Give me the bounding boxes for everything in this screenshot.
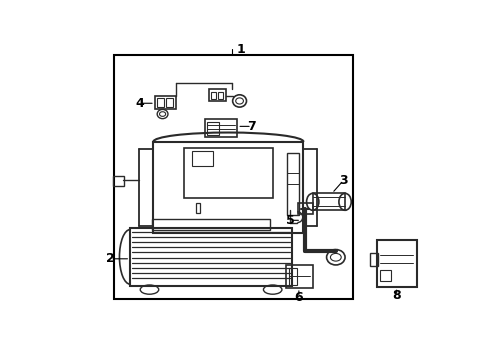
Bar	[370, 253, 378, 266]
Text: 4: 4	[135, 97, 144, 110]
Bar	[184, 148, 273, 198]
Bar	[113, 176, 124, 186]
Bar	[196, 203, 199, 213]
Bar	[209, 89, 226, 101]
Bar	[287, 153, 299, 215]
Bar	[377, 239, 416, 287]
Bar	[380, 270, 392, 281]
Bar	[153, 142, 303, 233]
Bar	[152, 219, 270, 230]
Text: 5: 5	[286, 214, 295, 227]
Bar	[207, 122, 219, 135]
Bar	[286, 265, 313, 288]
Bar	[205, 119, 237, 137]
Text: 8: 8	[392, 289, 401, 302]
Bar	[192, 151, 214, 166]
Bar	[298, 203, 314, 214]
Bar	[289, 268, 296, 285]
Bar	[130, 228, 292, 286]
Bar	[313, 193, 345, 210]
Text: 3: 3	[339, 174, 348, 187]
Bar	[211, 92, 217, 99]
Bar	[218, 92, 223, 99]
Bar	[166, 98, 172, 107]
Text: 7: 7	[247, 120, 256, 133]
Bar	[157, 98, 164, 107]
Text: 6: 6	[294, 291, 303, 304]
Bar	[155, 95, 176, 109]
Text: 1: 1	[237, 43, 245, 56]
Text: 2: 2	[106, 252, 115, 265]
Bar	[114, 55, 353, 299]
